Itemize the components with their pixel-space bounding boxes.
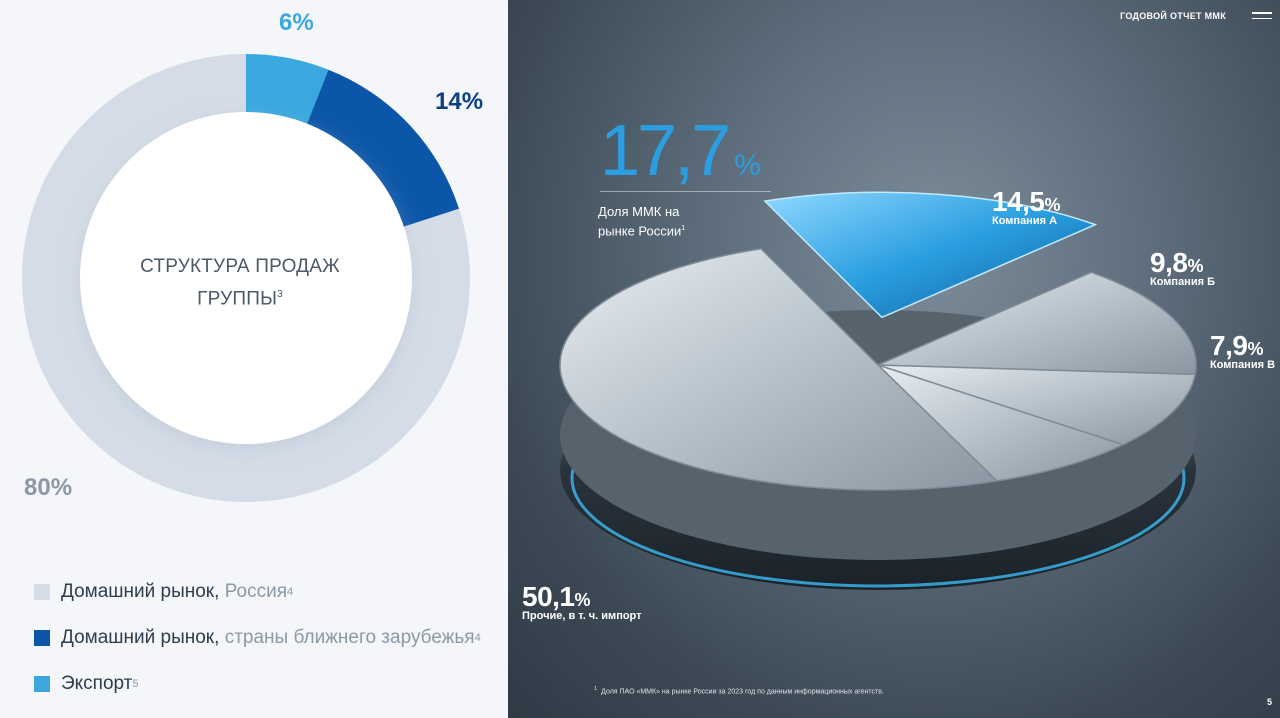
others-name: Прочие, в т. ч. импорт: [522, 610, 642, 622]
legend-item-near-abroad: Домашний рынок, страны ближнего зарубежь…: [34, 615, 481, 661]
center-title-note: 3: [277, 289, 283, 300]
page-number: 5: [1266, 697, 1272, 707]
legend-label-russia-muted: Россия: [224, 581, 287, 602]
legend-note-russia: 4: [287, 586, 294, 598]
sales-structure-panel: СТРУКТУРА ПРОДАЖ ГРУППЫ3 6% 14% 80% Дома…: [0, 0, 508, 718]
others-label: 50,1% Прочие, в т. ч. импорт: [522, 581, 642, 622]
pie-slice-company-a: [877, 271, 1197, 376]
mmk-share-value: 17,7%: [600, 110, 761, 192]
mmk-caption-note: 1: [681, 225, 686, 232]
pct-near-abroad-label: 14%: [435, 88, 484, 115]
pie-slice-company-v: [877, 364, 1126, 482]
legend-label-export-main: Экспорт: [61, 673, 133, 694]
donut-center-title: СТРУКТУРА ПРОДАЖ ГРУППЫ3: [110, 253, 370, 313]
pie-slice-others: [559, 247, 999, 491]
footnote-text: Доля ПАО «ММК» на рынке России за 2023 г…: [601, 688, 884, 696]
legend-item-export: Экспорт 5: [34, 661, 481, 707]
footnote-mark: 1: [594, 686, 598, 692]
company-a-label: 14,5% Компания А: [992, 186, 1061, 227]
others-value: 50,1: [522, 581, 575, 612]
sales-donut-chart: [21, 54, 471, 503]
company-b-unit: %: [1187, 256, 1204, 276]
pct-russia-label: 80%: [24, 474, 73, 501]
company-a-name: Компания А: [992, 215, 1058, 227]
legend-note-export: 5: [132, 678, 139, 690]
donut-center: [80, 112, 412, 444]
company-b-value: 9,8: [1150, 247, 1188, 278]
company-a-value: 14,5: [992, 186, 1045, 217]
center-title-line2: ГРУППЫ: [197, 288, 278, 310]
mmk-share-number: 17,7: [600, 111, 731, 191]
hamburger-icon[interactable]: [1252, 12, 1272, 23]
legend-swatch-near-abroad: [34, 630, 50, 646]
legend-label-near-main: Домашний рынок,: [61, 627, 220, 648]
company-b-name: Компания Б: [1150, 276, 1215, 288]
mmk-caption-line2: рынке России: [598, 223, 682, 239]
legend-label-near-muted: страны ближнего зарубежья: [224, 627, 475, 648]
pct-export-label: 6%: [279, 9, 314, 36]
legend-note-near: 4: [474, 632, 481, 644]
company-v-value: 7,9: [1210, 330, 1248, 361]
company-b-label: 9,8% Компания Б: [1150, 247, 1215, 288]
report-title[interactable]: ГОДОВОЙ ОТЧЕТ ММК: [1120, 11, 1226, 21]
donut-legend: Домашний рынок, Россия 4 Домашний рынок, …: [34, 569, 481, 707]
mmk-share-unit: %: [734, 149, 761, 182]
center-title-line1: СТРУКТУРА ПРОДАЖ: [140, 256, 340, 277]
legend-swatch-russia: [34, 584, 50, 600]
company-a-unit: %: [1044, 195, 1061, 215]
others-unit: %: [574, 590, 591, 610]
company-v-name: Компания В: [1210, 359, 1276, 371]
mmk-divider: [600, 191, 771, 192]
mmk-caption-line1: Доля ММК на: [598, 204, 680, 219]
company-v-label: 7,9% Компания В: [1210, 330, 1275, 371]
legend-swatch-export: [34, 676, 50, 692]
legend-item-russia: Домашний рынок, Россия 4: [34, 569, 481, 615]
footnote: 1 Доля ПАО «ММК» на рынке России за 2023…: [594, 686, 884, 695]
legend-label-russia-main: Домашний рынок,: [61, 581, 220, 602]
pie-slice-company-b: [877, 364, 1197, 446]
market-share-panel: ГОДОВОЙ ОТЧЕТ ММК 17,7%: [508, 0, 1280, 718]
company-v-unit: %: [1247, 339, 1264, 359]
market-share-pie-3d: [559, 191, 1197, 590]
pie-slice-mmk: [763, 191, 1098, 319]
mmk-share-caption: Доля ММК на рынке России1: [598, 203, 758, 239]
